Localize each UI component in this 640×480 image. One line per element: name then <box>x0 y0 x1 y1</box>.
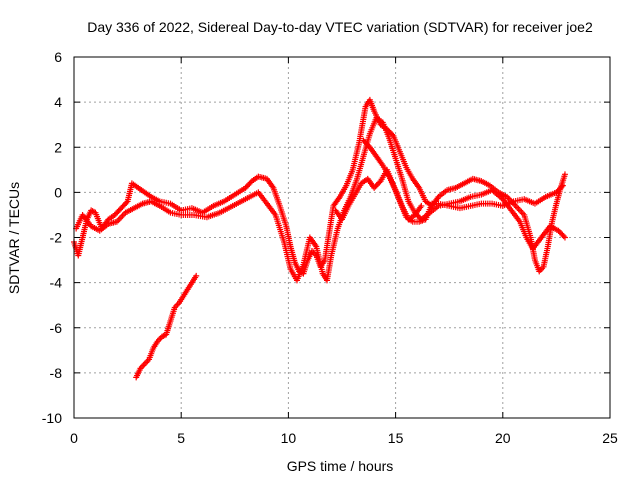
series-track-4 <box>332 166 566 225</box>
x-tick-label: 0 <box>70 430 78 446</box>
chart-title: Day 336 of 2022, Sidereal Day-to-day VTE… <box>87 19 593 35</box>
data-point <box>123 199 130 206</box>
data-point <box>561 171 568 178</box>
data-point <box>559 182 566 189</box>
data-point <box>193 272 200 279</box>
x-tick-label: 25 <box>602 430 618 446</box>
data-point <box>376 179 383 186</box>
y-tick-label: -10 <box>42 410 62 426</box>
x-tick-label: 15 <box>388 430 404 446</box>
x-axis-label: GPS time / hours <box>287 458 394 474</box>
y-tick-label: 2 <box>54 139 62 155</box>
series-track-1 <box>71 96 568 277</box>
x-tick-label: 20 <box>495 430 511 446</box>
axis-ticks: 0 5 10 15 20 25 -10 -8 -6 -4 -2 0 2 4 6 <box>42 49 618 446</box>
y-tick-label: -2 <box>50 230 63 246</box>
series-track-5 <box>360 137 425 223</box>
series-track-3 <box>133 272 200 381</box>
y-tick-label: 4 <box>54 94 62 110</box>
x-tick-label: 10 <box>281 430 297 446</box>
y-tick-label: -6 <box>50 320 63 336</box>
data-point <box>558 183 565 190</box>
y-axis-label: SDTVAR / TECUs <box>6 182 22 294</box>
x-tick-label: 5 <box>177 430 185 446</box>
data-points <box>71 96 568 381</box>
grid <box>74 57 610 418</box>
data-point <box>560 233 567 240</box>
data-point <box>561 234 568 241</box>
y-tick-label: -8 <box>50 365 63 381</box>
data-point <box>418 202 425 209</box>
y-tick-label: 0 <box>54 184 62 200</box>
series-track-2 <box>73 114 568 284</box>
y-tick-label: -4 <box>50 275 63 291</box>
y-tick-label: 6 <box>54 49 62 65</box>
